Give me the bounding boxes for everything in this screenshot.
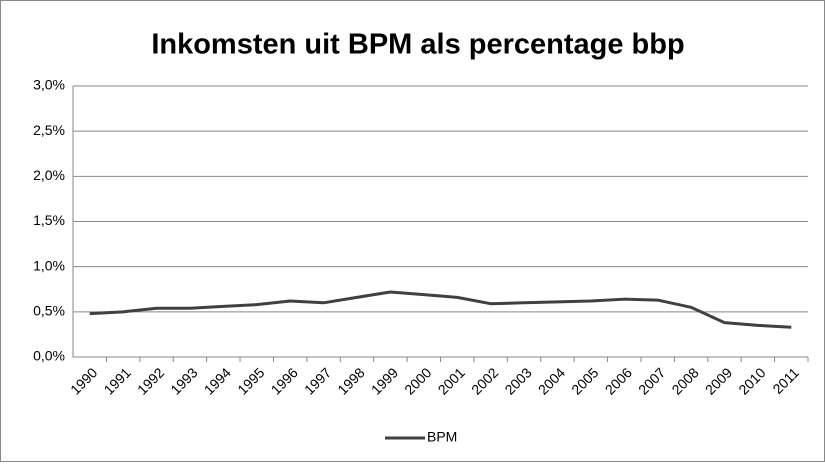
- y-tick-label: 2,0%: [33, 167, 65, 183]
- series-line: [89, 290, 792, 329]
- legend-label: BPM: [427, 429, 457, 445]
- y-tick-label: 0,0%: [33, 348, 65, 364]
- y-tick-label: 1,5%: [33, 212, 65, 228]
- y-tick-label: 3,0%: [33, 77, 65, 93]
- chart-title: Inkomsten uit BPM als percentage bbp: [151, 29, 684, 61]
- y-tick-label: 1,0%: [33, 257, 65, 273]
- y-tick-label: 2,5%: [33, 122, 65, 138]
- y-tick-label: 0,5%: [33, 303, 65, 319]
